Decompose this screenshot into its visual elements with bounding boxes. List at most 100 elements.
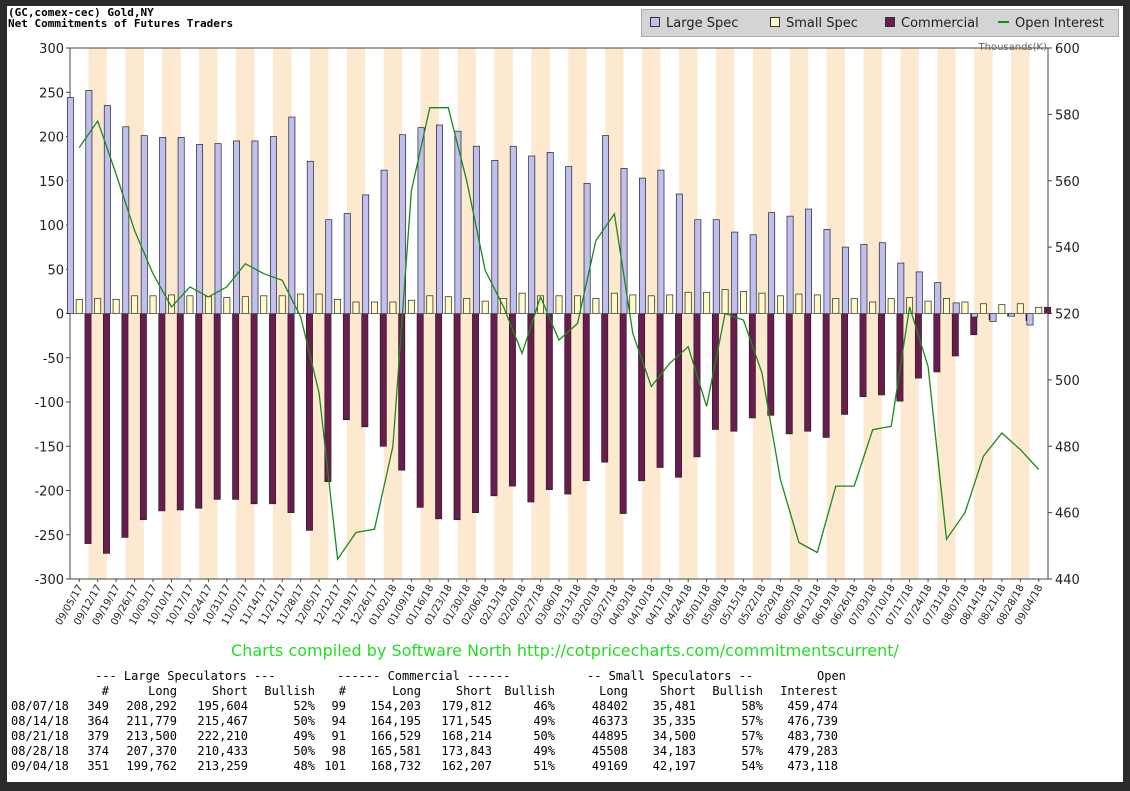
small-spec-bar [887, 298, 895, 314]
commercial-bar [379, 313, 387, 447]
small-spec-bar [684, 291, 692, 314]
left-tick-label: 100 [39, 219, 64, 234]
left-tick-label: -300 [34, 573, 64, 588]
chart-page: (GC,comex-cec) Gold,NY Net Commitments o… [7, 6, 1123, 782]
small-spec-bar [223, 297, 231, 314]
table-col-header: Short [211, 684, 248, 698]
large-spec-bar [694, 219, 702, 314]
large-spec-bar [325, 219, 333, 314]
table-col-header: Bullish [264, 684, 315, 698]
table-cell: 48402 [591, 699, 628, 713]
left-tick-label: 300 [39, 42, 64, 57]
large-spec-bar [823, 229, 831, 314]
legend-commercial: Commercial [885, 16, 979, 31]
commercial-bar [103, 313, 110, 554]
legend-open-interest-label: Open Interest [1015, 16, 1104, 31]
large-spec-bar [251, 140, 259, 314]
table-group-commercial: ------ Commercial ------ [337, 669, 511, 683]
large-spec-bar [103, 105, 111, 314]
small-spec-bar [389, 301, 397, 314]
table-cell: 34,500 [652, 729, 696, 743]
small-spec-bar [75, 298, 83, 314]
legend-small-spec-swatch [770, 17, 780, 27]
small-spec-bar [795, 293, 803, 314]
table-cell: 54% [741, 759, 763, 773]
commercial-bar [158, 313, 166, 512]
commercial-bar [951, 313, 959, 357]
large-spec-bar [122, 126, 130, 314]
small-spec-bar [463, 298, 471, 314]
small-spec-bar [758, 292, 766, 314]
commercial-bar [508, 313, 516, 487]
table-col-header: Bullish [504, 684, 555, 698]
table-cell: 35,335 [652, 714, 696, 728]
table-cell: 51% [533, 759, 555, 773]
table-col-header: # [338, 684, 346, 698]
table-cell: 215,467 [197, 714, 248, 728]
small-spec-bar [647, 295, 655, 314]
commercial-bar [84, 313, 92, 544]
credit-line: Charts compiled by Software North http:/… [231, 641, 899, 660]
table-cell: 49169 [591, 759, 628, 773]
large-spec-bar [675, 193, 683, 314]
large-spec-bar [196, 144, 204, 314]
large-spec-bar [897, 262, 905, 314]
commercial-bar [232, 313, 240, 500]
table-cell: 213,259 [197, 759, 248, 773]
commercial-bar [859, 313, 867, 398]
table-cell: 483,730 [787, 729, 838, 743]
small-spec-bar [1035, 306, 1043, 314]
small-spec-bar [334, 298, 342, 314]
left-tick-label: -250 [34, 529, 64, 544]
commercial-bar [287, 313, 295, 513]
commercial-bar [435, 313, 443, 520]
table-cell: 222,210 [197, 729, 248, 743]
small-spec-bar [869, 301, 877, 314]
small-spec-bar [813, 294, 821, 314]
small-spec-bar [943, 298, 950, 314]
large-spec-bar [85, 90, 93, 314]
small-spec-bar [278, 295, 286, 314]
small-spec-bar [444, 296, 452, 314]
commercial-bar [176, 313, 184, 511]
commercial-bar [361, 313, 369, 428]
left-tick-label: -200 [34, 485, 64, 500]
large-spec-bar [177, 137, 185, 314]
small-spec-bar [776, 295, 784, 314]
table-row-date: 08/28/18 [11, 744, 69, 758]
commercial-bar [1044, 306, 1052, 314]
large-spec-bar [269, 136, 277, 314]
table-cell: 459,474 [787, 699, 838, 713]
commercial-bar [582, 313, 590, 482]
large-spec-bar [934, 282, 942, 314]
table-cell: 44895 [591, 729, 628, 743]
table-cell: 349 [87, 699, 109, 713]
chart-title-line-2: Net Commitments of Futures Traders [8, 17, 234, 30]
large-spec-bar [878, 242, 886, 314]
right-tick-label: 580 [1055, 108, 1080, 123]
small-spec-bar [131, 295, 139, 314]
table-row-date: 08/14/18 [11, 714, 69, 728]
commercial-bar [195, 313, 203, 509]
table-cell: 351 [87, 759, 109, 773]
table-cell: 179,812 [441, 699, 492, 713]
open-interest-line [78, 107, 1040, 561]
commercial-bar [619, 313, 627, 514]
table-cell: 98 [331, 744, 346, 758]
left-tick-label: 250 [39, 86, 64, 101]
table-cell: 57% [741, 714, 763, 728]
table-cell: 50% [293, 744, 315, 758]
left-tick-label: 200 [39, 131, 64, 146]
table-row-date: 08/07/18 [11, 699, 69, 713]
table-group-small-spec: -- Small Speculators -- [587, 669, 754, 683]
table-col-header: Interest [780, 684, 838, 698]
table-col-header: Long [392, 684, 421, 698]
commercial-bar [638, 313, 646, 482]
large-spec-bar [214, 143, 222, 314]
commercial-bar [767, 313, 775, 416]
small-spec-bar [260, 295, 268, 314]
commercial-bar [748, 313, 756, 419]
table-col-header: Short [659, 684, 696, 698]
right-tick-label: 480 [1055, 440, 1080, 455]
